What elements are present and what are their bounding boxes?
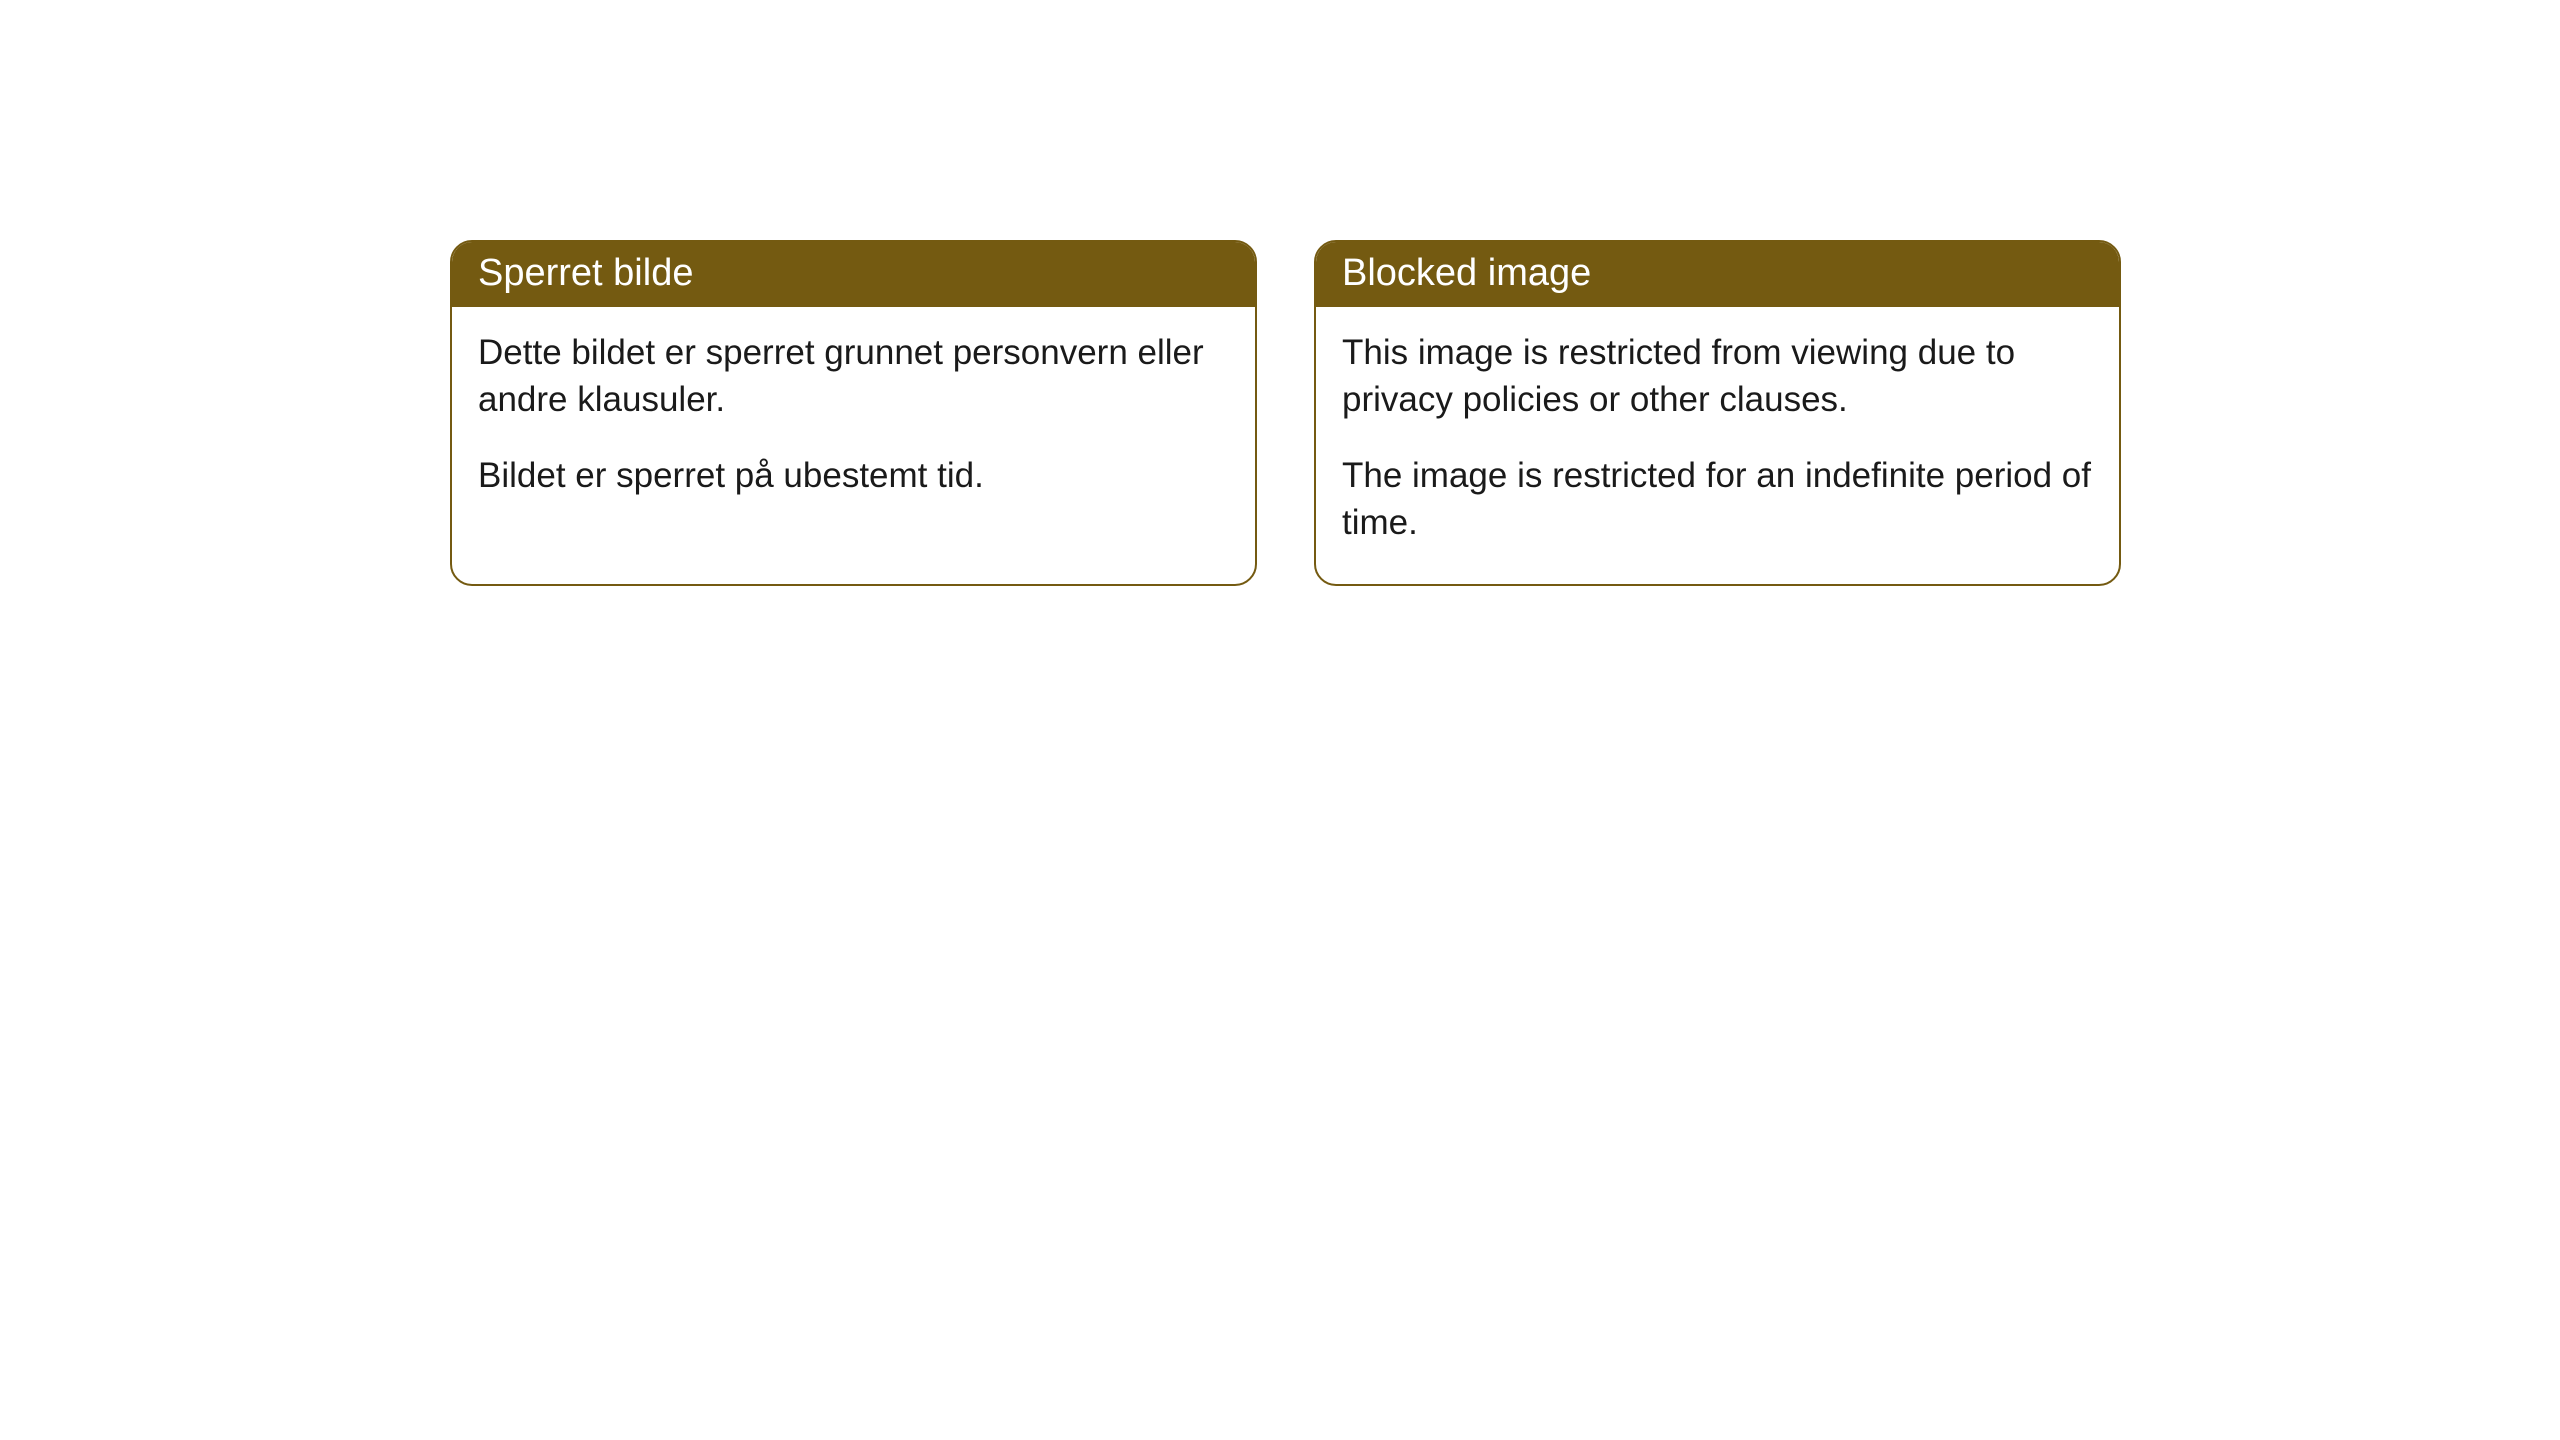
notice-paragraph-2-english: The image is restricted for an indefinit…: [1342, 452, 2093, 547]
notice-paragraph-1-english: This image is restricted from viewing du…: [1342, 329, 2093, 424]
notice-header-norwegian: Sperret bilde: [452, 242, 1255, 307]
notice-header-english: Blocked image: [1316, 242, 2119, 307]
notice-paragraph-2-norwegian: Bildet er sperret på ubestemt tid.: [478, 452, 1229, 499]
notice-body-norwegian: Dette bildet er sperret grunnet personve…: [452, 307, 1255, 537]
notice-paragraph-1-norwegian: Dette bildet er sperret grunnet personve…: [478, 329, 1229, 424]
notice-body-english: This image is restricted from viewing du…: [1316, 307, 2119, 584]
notice-card-norwegian: Sperret bilde Dette bildet er sperret gr…: [450, 240, 1257, 586]
notice-card-english: Blocked image This image is restricted f…: [1314, 240, 2121, 586]
notice-title-english: Blocked image: [1342, 252, 1591, 294]
notice-title-norwegian: Sperret bilde: [478, 252, 693, 294]
notice-container: Sperret bilde Dette bildet er sperret gr…: [450, 240, 2121, 586]
